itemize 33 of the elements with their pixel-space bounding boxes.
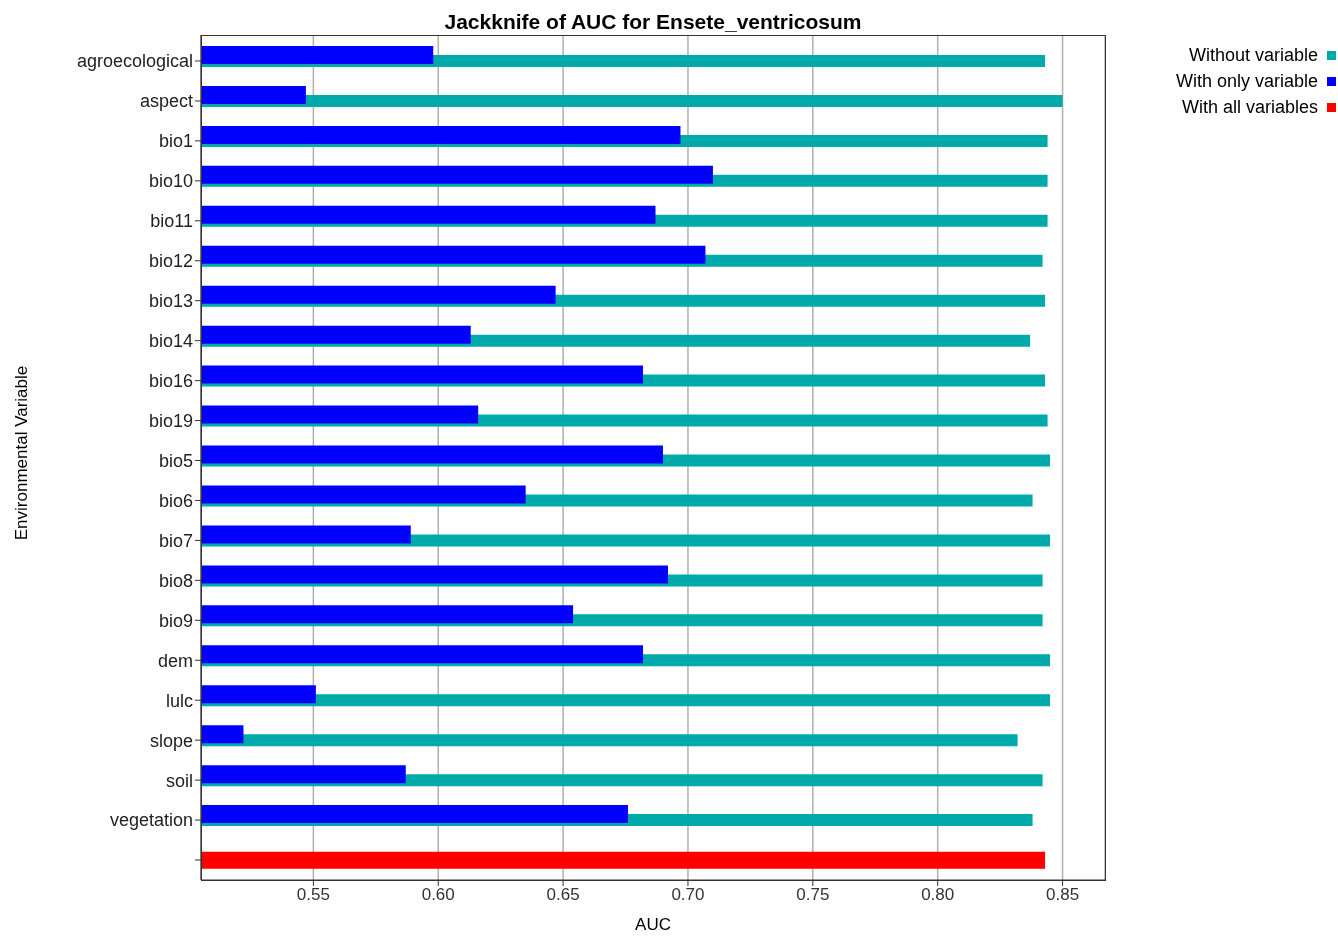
chart-title: Jackknife of AUC for Ensete_ventricosum bbox=[443, 10, 863, 34]
y-tick-label: bio10 bbox=[148, 171, 193, 192]
y-tick-label: lulc bbox=[165, 690, 193, 711]
y-tick-label: bio19 bbox=[148, 410, 193, 431]
x-tick-label: 0.55 bbox=[296, 885, 330, 905]
y-tick-label: slope bbox=[149, 730, 193, 751]
y-tick-label: agroecological bbox=[76, 51, 193, 72]
y-tick-label: bio6 bbox=[158, 490, 193, 511]
y-tick-label: vegetation bbox=[109, 810, 193, 831]
y-tick-label: bio12 bbox=[148, 251, 193, 272]
y-tick-label: bio9 bbox=[158, 610, 193, 631]
x-tick-label: 0.65 bbox=[546, 885, 580, 905]
y-tick-label: bio5 bbox=[158, 450, 193, 471]
y-tick-label: aspect bbox=[139, 91, 193, 112]
legend-label: Without variable bbox=[1188, 44, 1318, 66]
y-tick-label: bio14 bbox=[148, 331, 193, 352]
y-tick-label: bio13 bbox=[148, 291, 193, 312]
y-tick-label: dem bbox=[157, 650, 193, 671]
x-tick-label: 0.75 bbox=[796, 885, 830, 905]
legend-label: With all variables bbox=[1181, 96, 1318, 118]
x-tick-label: 0.70 bbox=[671, 885, 705, 905]
y-tick-label: bio1 bbox=[158, 131, 193, 152]
x-tick-label: 0.60 bbox=[421, 885, 455, 905]
y-tick-label: bio11 bbox=[150, 211, 193, 232]
y-tick-label: bio16 bbox=[148, 370, 193, 391]
legend-label: With only variable bbox=[1175, 70, 1318, 92]
y-tick-label: soil bbox=[165, 770, 193, 791]
y-tick-label: bio8 bbox=[158, 570, 193, 591]
x-axis-title: AUC bbox=[634, 915, 672, 935]
x-tick-label: 0.85 bbox=[1046, 885, 1080, 905]
x-tick-label: 0.80 bbox=[921, 885, 955, 905]
y-axis-title: Environmental Variable bbox=[12, 364, 32, 543]
y-tick-label: bio7 bbox=[158, 530, 193, 551]
